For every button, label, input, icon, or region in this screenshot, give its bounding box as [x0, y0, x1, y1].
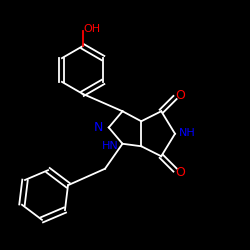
Text: NH: NH [179, 128, 196, 138]
Text: N: N [94, 121, 103, 134]
Text: O: O [176, 89, 186, 102]
Text: HN: HN [102, 141, 118, 151]
Text: O: O [176, 166, 186, 178]
Text: OH: OH [84, 24, 100, 34]
